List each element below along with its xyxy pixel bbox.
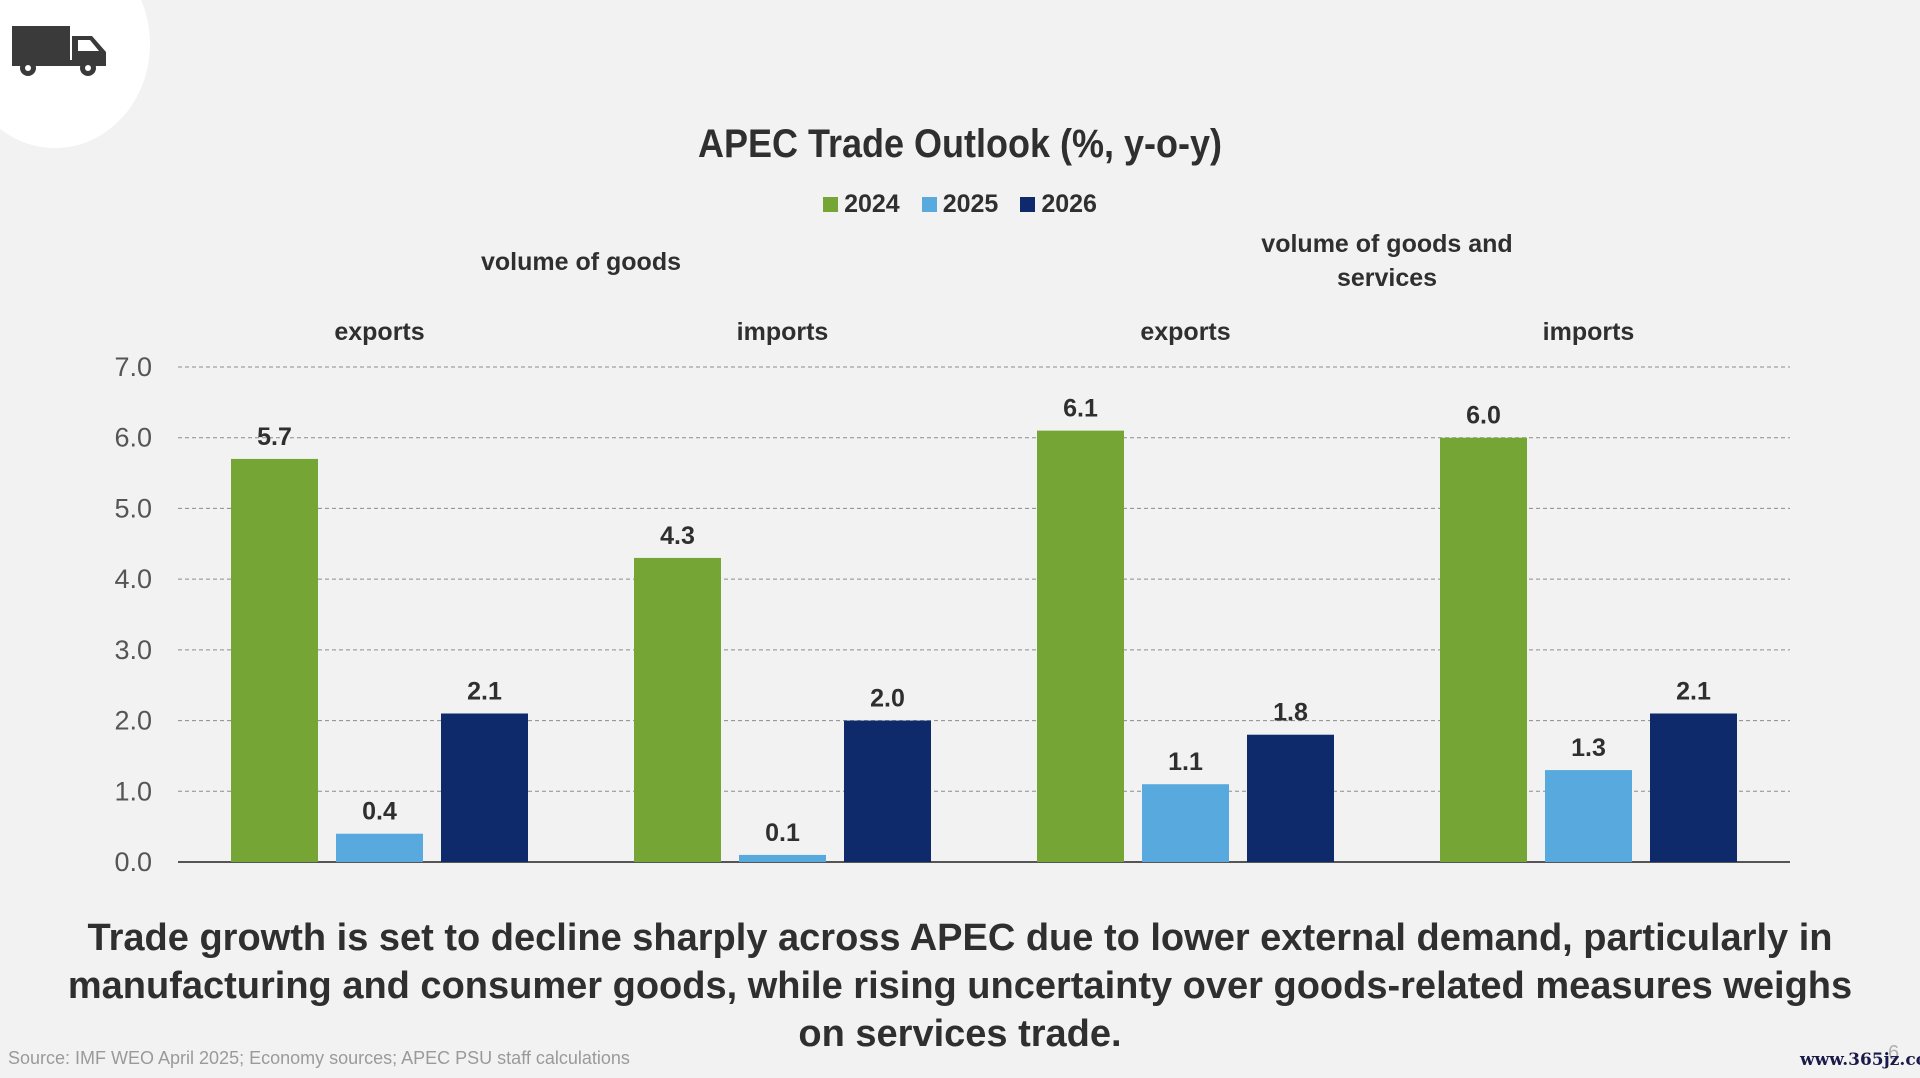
data-label: 4.3 <box>660 522 695 550</box>
data-label: 0.4 <box>362 798 397 826</box>
bar-chart: 0.0 1.0 2.0 3.0 4.0 5.0 6.0 7.0 exports imports ex… <box>114 230 1790 877</box>
y-tick-label: 3.0 <box>114 635 152 665</box>
data-label: 2.1 <box>467 678 502 706</box>
bar-2024 <box>1440 437 1527 862</box>
legend: 2024 2025 2026 <box>0 190 1920 219</box>
data-label: 2.0 <box>870 685 905 713</box>
bar-2024 <box>1037 430 1124 862</box>
category-label: imports <box>1543 318 1635 346</box>
data-label: 5.7 <box>257 423 292 451</box>
bar-2025 <box>739 854 826 862</box>
slide-caption: Trade growth is set to decline sharply a… <box>67 917 1853 1055</box>
data-label: 6.1 <box>1063 395 1098 423</box>
group-header: services <box>1337 264 1437 292</box>
y-tick-label: 5.0 <box>114 493 152 523</box>
legend-label-2024: 2024 <box>844 190 900 218</box>
y-tick-label: 2.0 <box>114 706 152 736</box>
group-header: volume of goods and <box>1261 230 1512 258</box>
watermark: www.365jz.com <box>1800 1050 1920 1070</box>
legend-item-2026: 2026 <box>1020 190 1097 219</box>
legend-swatch-2025 <box>921 197 937 212</box>
bar-2025 <box>1545 770 1632 862</box>
bar-2025 <box>336 833 423 862</box>
category-label: imports <box>737 318 829 346</box>
y-tick-label: 0.0 <box>114 847 152 877</box>
legend-label-2025: 2025 <box>942 190 999 218</box>
bar-2024 <box>231 458 318 862</box>
y-tick-label: 7.0 <box>114 352 152 382</box>
truck-icon <box>12 26 106 76</box>
data-label: 0.1 <box>765 819 800 847</box>
legend-item-2024: 2024 <box>823 190 900 219</box>
legend-label-2026: 2026 <box>1041 190 1097 218</box>
bar-2026 <box>1247 734 1334 862</box>
category-label: exports <box>1140 318 1230 346</box>
data-label: 2.1 <box>1676 678 1711 706</box>
legend-swatch-2024 <box>823 197 839 212</box>
y-tick-label: 1.0 <box>114 776 152 806</box>
y-tick-label: 4.0 <box>114 564 152 594</box>
group-header: volume of goods <box>481 248 681 276</box>
legend-swatch-2026 <box>1020 197 1036 212</box>
data-label: 6.0 <box>1466 402 1501 430</box>
source-note: Source: IMF WEO April 2025; Economy sour… <box>8 1048 630 1068</box>
bar-2026 <box>441 713 528 862</box>
y-tick-label: 6.0 <box>114 423 152 453</box>
data-label: 1.8 <box>1273 699 1308 727</box>
category-label: exports <box>334 318 424 346</box>
data-label: 1.1 <box>1168 748 1203 776</box>
legend-item-2025: 2025 <box>921 190 999 219</box>
bar-2026 <box>1650 713 1737 862</box>
bar-2025 <box>1142 784 1229 862</box>
bar-2024 <box>634 557 721 862</box>
page-number: 6 <box>1888 1042 1900 1064</box>
bar-2026 <box>844 720 931 862</box>
chart-title: APEC Trade Outlook (%, y-o-y) <box>697 122 1223 166</box>
data-label: 1.3 <box>1571 734 1606 762</box>
